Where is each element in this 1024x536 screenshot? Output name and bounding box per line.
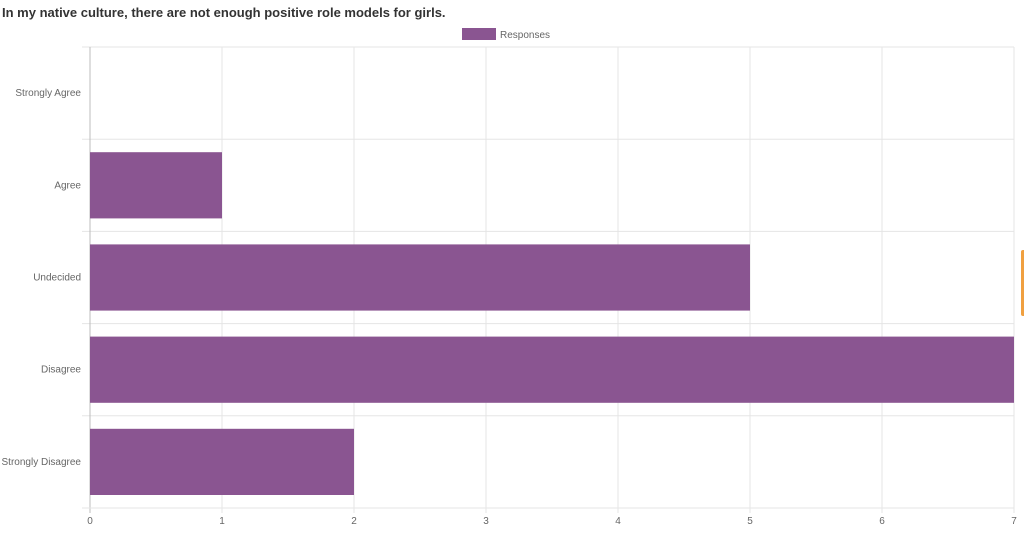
bar-agree	[90, 152, 222, 219]
x-tick-label: 7	[1011, 516, 1017, 527]
x-tick-label: 4	[615, 516, 621, 527]
x-tick-label: 3	[483, 516, 489, 527]
bar-disagree	[90, 336, 1014, 403]
y-tick-label: Agree	[54, 180, 81, 191]
y-tick-label: Undecided	[33, 273, 81, 284]
bar-strongly-disagree	[90, 428, 354, 495]
x-tick-label: 0	[87, 516, 93, 527]
x-tick-label: 6	[879, 516, 885, 527]
chart-title: In my native culture, there are not enou…	[2, 5, 446, 20]
y-tick-label: Disagree	[41, 365, 81, 376]
x-tick-label: 5	[747, 516, 753, 527]
legend-swatch	[462, 28, 496, 40]
legend-label: Responses	[500, 30, 550, 41]
y-tick-label: Strongly Disagree	[2, 457, 82, 468]
bar-undecided	[90, 244, 750, 311]
x-tick-label: 1	[219, 516, 225, 527]
scroll-edge-accent[interactable]	[1021, 250, 1024, 316]
x-tick-label: 2	[351, 516, 357, 527]
y-tick-label: Strongly Agree	[15, 88, 81, 99]
